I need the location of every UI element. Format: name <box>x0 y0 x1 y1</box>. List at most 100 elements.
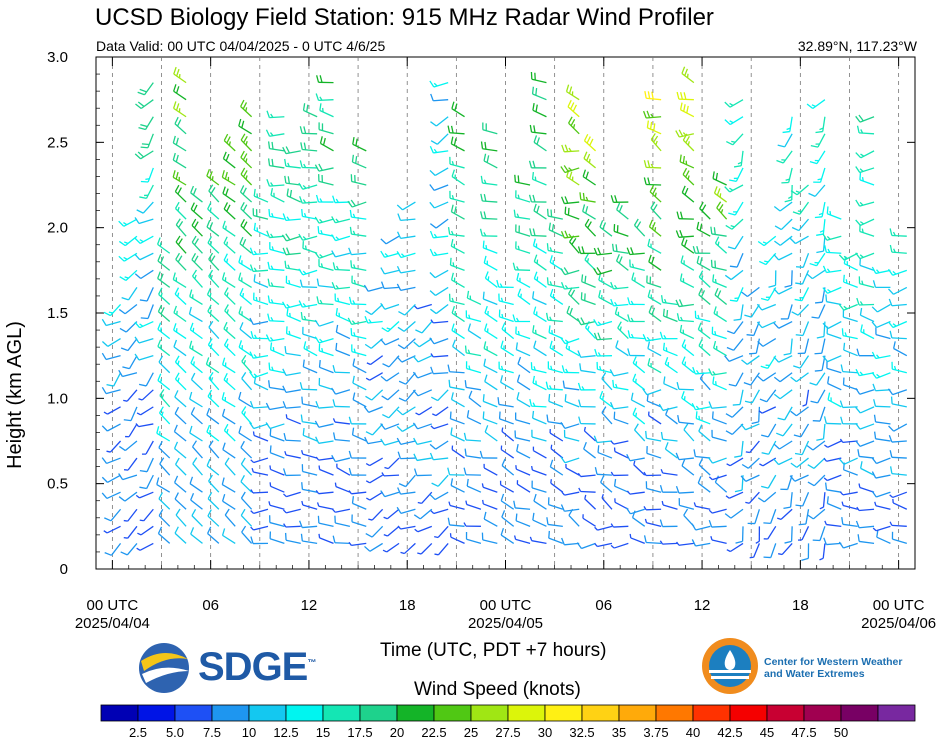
wind-barb-shaft <box>799 355 810 369</box>
wind-barb <box>352 358 367 374</box>
wind-barb-shaft <box>566 91 580 101</box>
wind-barb-flag <box>252 431 255 436</box>
wind-barb-shaft <box>189 296 203 306</box>
wind-barb-flag <box>190 492 195 501</box>
wind-barb-flag <box>253 250 258 255</box>
wind-barb-shaft <box>761 303 777 311</box>
wind-barb-flag <box>118 369 123 377</box>
wind-barb-flag <box>190 185 195 194</box>
wind-barb-shaft <box>826 235 842 241</box>
wind-barb <box>782 116 793 134</box>
wind-barb <box>839 491 858 496</box>
wind-barb-flag <box>485 245 488 250</box>
wind-barb-flag <box>892 323 897 327</box>
wind-barb-flag <box>533 254 538 262</box>
wind-barb-shaft <box>285 165 301 169</box>
wind-barb-shaft <box>191 241 203 254</box>
wind-barb-flag <box>740 423 747 431</box>
wind-barb <box>810 389 826 404</box>
wind-barb-flag <box>679 230 684 238</box>
wind-barb-shaft <box>679 504 695 510</box>
wind-barb <box>871 303 891 313</box>
wind-barb-flag <box>784 199 792 203</box>
wind-barb <box>270 188 285 203</box>
wind-barb-flag <box>453 138 457 146</box>
wind-barb-flag <box>654 227 657 232</box>
wind-barb <box>104 508 122 522</box>
wind-barb-flag <box>355 156 358 164</box>
wind-barb-flag <box>824 245 827 253</box>
wind-barb-flag <box>533 366 536 371</box>
wind-barb <box>513 209 531 220</box>
wind-barb-flag <box>774 240 781 246</box>
wind-barb-flag <box>320 263 324 268</box>
wind-barb <box>650 133 662 152</box>
wind-barb-shaft <box>435 303 449 315</box>
wind-barb-flag <box>759 260 767 266</box>
wind-barb-flag <box>430 366 434 374</box>
wind-barb-flag <box>647 160 651 168</box>
wind-barb <box>642 334 662 342</box>
wind-barb-flag <box>630 300 634 305</box>
wind-barb-shaft <box>270 435 285 442</box>
wind-barb-flag <box>270 317 274 322</box>
wind-barb-flag <box>468 365 471 370</box>
wind-barb-flag <box>322 137 326 146</box>
wind-barb <box>594 467 613 476</box>
wind-barb <box>190 492 203 510</box>
wind-barb <box>106 440 122 453</box>
wind-barb <box>349 209 367 220</box>
wind-barb-shaft <box>532 331 547 340</box>
wind-barb-flag <box>593 268 599 275</box>
wind-barb-shaft <box>238 346 252 357</box>
wind-barb-shaft <box>859 455 875 459</box>
x-tick-date-label: 2025/04/05 <box>468 615 543 632</box>
wind-barb <box>812 406 826 422</box>
wind-barb-shaft <box>681 72 695 84</box>
wind-barb-shaft <box>819 406 826 422</box>
wind-barb-flag <box>593 435 598 443</box>
wind-barb-shaft <box>483 418 498 425</box>
wind-barb-shaft <box>318 505 334 510</box>
wind-barb-flag <box>582 204 586 212</box>
wind-barb-flag <box>484 271 489 279</box>
wind-barb <box>713 186 728 203</box>
wind-barb <box>174 526 187 544</box>
wind-barb-shaft <box>421 491 433 504</box>
wind-barb <box>430 353 449 358</box>
wind-barb-shaft <box>770 509 777 524</box>
wind-barb <box>191 253 203 271</box>
wind-barb-flag <box>206 407 211 416</box>
wind-barb-flag <box>615 383 618 389</box>
wind-barb <box>483 511 498 527</box>
wind-barb-flag <box>255 296 258 302</box>
wind-barb-flag <box>534 176 537 181</box>
wind-barb <box>889 450 907 459</box>
wind-barb-shaft <box>533 450 547 459</box>
wind-barb <box>676 211 694 220</box>
wind-barb-shaft <box>730 269 744 281</box>
wind-barb-shaft <box>125 269 138 281</box>
wind-barb-flag <box>691 539 697 547</box>
colorbar-tick-label: 12.5 <box>273 725 298 740</box>
wind-barb-flag <box>483 232 487 237</box>
wind-barb-flag <box>221 477 225 485</box>
wind-barb-flag <box>576 317 582 325</box>
wind-barb-flag <box>724 513 732 519</box>
wind-barb-shaft <box>805 509 810 525</box>
wind-barb-flag <box>795 334 804 337</box>
wind-barb <box>417 491 433 504</box>
wind-barb <box>267 295 285 306</box>
wind-barb-flag <box>353 332 356 337</box>
wind-barb <box>190 372 203 391</box>
wind-barb <box>348 490 367 495</box>
wind-barb-flag <box>348 541 352 546</box>
wind-barb-shaft <box>449 524 465 527</box>
wind-barb <box>189 289 203 306</box>
wind-barb <box>175 218 187 237</box>
wind-barb <box>727 235 744 250</box>
wind-barb-flag <box>384 466 389 470</box>
wind-barb-flag <box>365 480 371 484</box>
wind-barb-shaft <box>253 355 269 359</box>
wind-barb-shaft <box>352 382 367 391</box>
